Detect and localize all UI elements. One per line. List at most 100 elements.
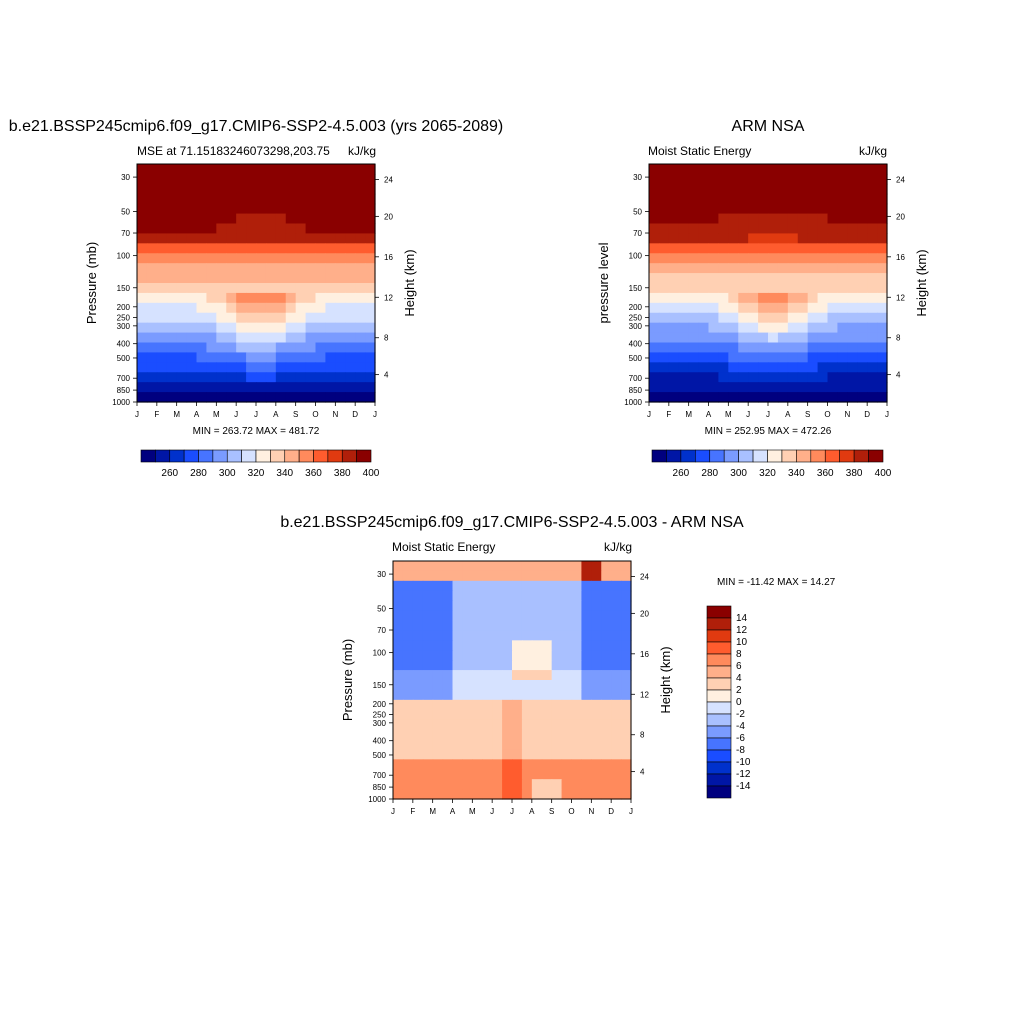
contour-cell xyxy=(688,243,700,254)
contour-cell xyxy=(748,223,759,235)
contour-cell xyxy=(601,709,612,721)
contour-cell xyxy=(422,749,434,760)
contour-cell xyxy=(827,173,839,185)
contour-cell xyxy=(335,223,346,235)
contour-cell xyxy=(325,322,336,334)
contour-cell xyxy=(561,640,573,651)
contour-cell xyxy=(738,173,749,185)
contour-cell xyxy=(482,709,493,721)
contour-cell xyxy=(402,580,414,592)
contour-cell xyxy=(206,372,217,383)
contour-cell xyxy=(787,362,799,373)
contour-cell xyxy=(571,640,583,651)
contour-cell xyxy=(462,789,473,800)
contour-cell xyxy=(146,322,158,334)
contour-cell xyxy=(462,769,473,780)
contour-cell xyxy=(355,164,366,175)
contour-cell xyxy=(708,322,720,334)
contour-cell xyxy=(551,689,563,701)
contour-cell xyxy=(275,183,287,195)
contour-cell xyxy=(581,630,592,641)
contour-cell xyxy=(807,362,819,373)
contour-cell xyxy=(541,590,553,602)
contour-cell xyxy=(758,253,769,264)
contour-cell xyxy=(571,729,583,741)
contour-cell xyxy=(621,600,632,612)
colorbar-swatch xyxy=(752,449,768,463)
contour-cell xyxy=(305,223,317,235)
contour-cell xyxy=(601,590,612,602)
contour-cell xyxy=(561,660,573,671)
colorbar-label: 12 xyxy=(736,625,748,636)
contour-cell xyxy=(531,699,543,711)
contour-cell xyxy=(768,322,779,334)
contour-cell xyxy=(275,233,287,244)
contour-cell xyxy=(758,382,769,393)
contour-cell xyxy=(591,719,602,731)
contour-cell xyxy=(708,193,720,205)
contour-cell xyxy=(678,243,690,254)
contour-cell xyxy=(512,749,523,760)
contour-cell xyxy=(531,719,543,731)
contour-cell xyxy=(492,580,503,592)
contour-cell xyxy=(561,561,573,572)
contour-cell xyxy=(857,283,868,294)
contour-cell xyxy=(462,570,473,582)
contour-cell xyxy=(295,183,307,195)
contour-cell xyxy=(521,759,533,770)
contour-cell xyxy=(512,640,523,651)
contour-cell xyxy=(256,312,267,324)
contour-cell xyxy=(432,670,444,681)
contour-cell xyxy=(422,739,434,751)
contour-cell xyxy=(601,640,612,651)
contour-cell xyxy=(422,580,434,592)
contour-cell xyxy=(658,283,670,294)
contour-cell xyxy=(156,223,168,235)
contour-cell xyxy=(541,719,553,731)
contour-cell xyxy=(621,670,632,681)
contour-cell xyxy=(777,283,789,294)
contour-cell xyxy=(156,203,168,215)
contour-cell xyxy=(275,342,287,354)
contour-cell xyxy=(541,650,553,661)
contour-cell xyxy=(512,580,523,592)
contour-cell xyxy=(541,610,553,622)
contour-cell xyxy=(797,352,809,363)
contour-cell xyxy=(186,243,198,254)
contour-cell xyxy=(216,164,227,175)
contour-cell xyxy=(176,283,188,294)
y-tick-label: 500 xyxy=(629,354,643,363)
contour-cell xyxy=(452,729,464,741)
contour-cell xyxy=(708,292,720,304)
contour-cell xyxy=(355,263,366,274)
contour-cell xyxy=(621,729,632,741)
panel2-colorbar: 260 280 300 320 340 360 380 400 xyxy=(651,449,892,479)
contour-cell xyxy=(748,362,759,373)
contour-cell xyxy=(432,699,444,711)
contour-cell xyxy=(817,342,829,354)
contour-cell xyxy=(591,739,602,751)
contour-cell xyxy=(196,283,208,294)
contour-cell xyxy=(365,392,376,403)
contour-cell xyxy=(728,362,739,373)
contour-cell xyxy=(246,283,257,294)
contour-cell xyxy=(668,263,680,274)
contour-cell xyxy=(738,273,749,284)
contour-cell xyxy=(728,312,739,324)
contour-cell xyxy=(285,392,297,403)
colorbar-swatch xyxy=(284,449,300,463)
contour-cell xyxy=(581,759,592,770)
contour-cell xyxy=(355,292,366,304)
contour-cell xyxy=(521,699,533,711)
contour-cell xyxy=(256,233,267,244)
contour-cell xyxy=(512,779,523,790)
contour-cell xyxy=(777,173,789,185)
contour-cell xyxy=(531,620,543,632)
contour-cell xyxy=(817,382,829,393)
y-tick-label: 850 xyxy=(373,783,387,792)
contour-cell xyxy=(226,203,237,215)
contour-cell xyxy=(305,392,317,403)
contour-cell xyxy=(295,173,307,185)
contour-cell xyxy=(837,312,848,324)
contour-cell xyxy=(698,263,710,274)
